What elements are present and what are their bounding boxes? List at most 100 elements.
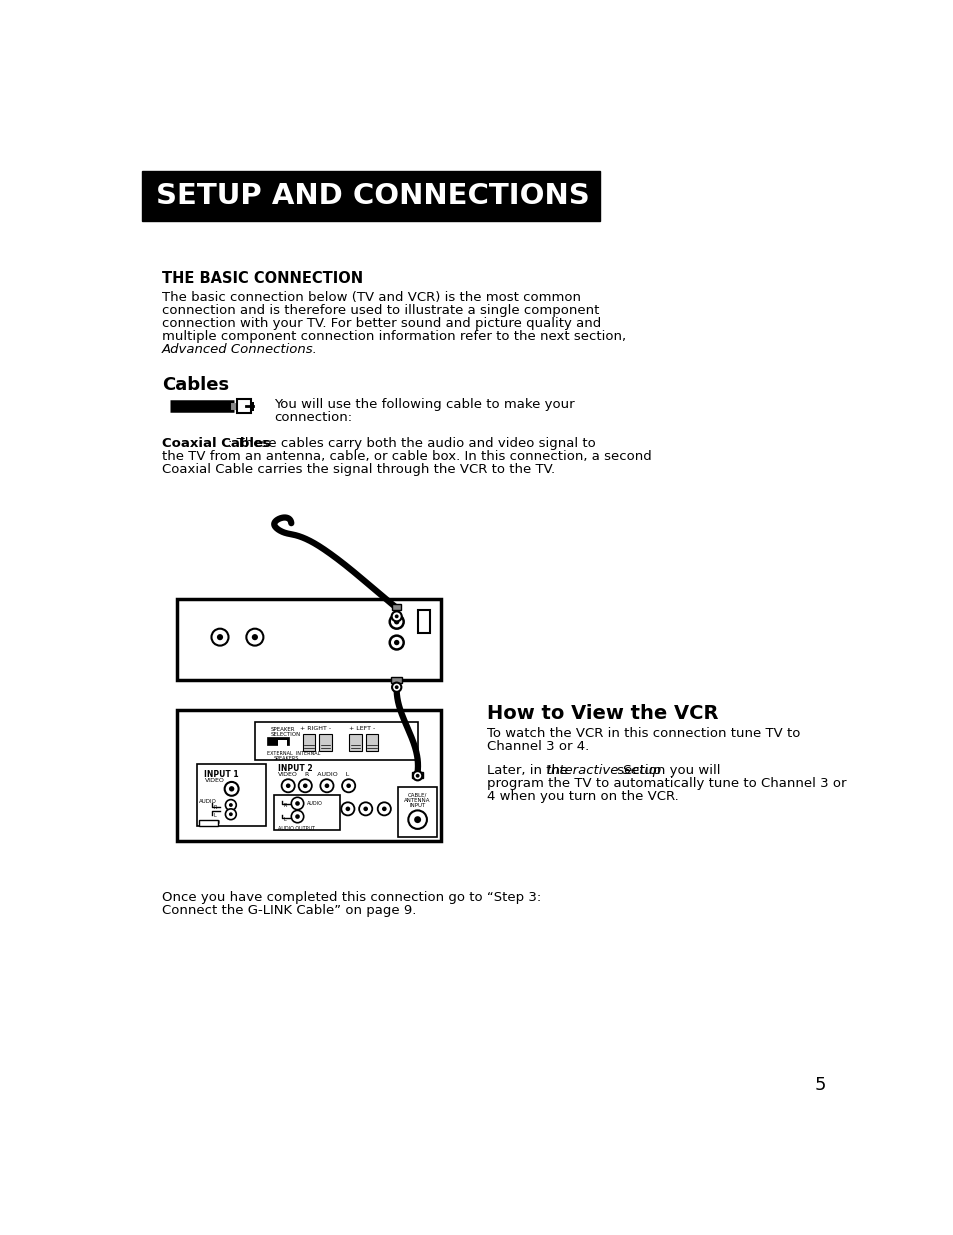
- Text: the TV from an antenna, cable, or cable box. In this connection, a second: the TV from an antenna, cable, or cable …: [162, 450, 651, 463]
- Circle shape: [416, 774, 419, 778]
- Text: INPUT 2: INPUT 2: [278, 764, 313, 773]
- Text: L: L: [283, 816, 286, 821]
- Text: AUDIO OUTPUT: AUDIO OUTPUT: [278, 826, 314, 831]
- Circle shape: [345, 806, 350, 811]
- Bar: [412, 772, 422, 778]
- Circle shape: [390, 615, 403, 629]
- Text: multiple component connection information refer to the next section,: multiple component connection informatio…: [162, 330, 625, 343]
- Text: Coaxial Cables: Coaxial Cables: [162, 437, 271, 450]
- Text: connection and is therefore used to illustrate a single component: connection and is therefore used to illu…: [162, 304, 598, 316]
- Circle shape: [381, 806, 386, 811]
- Bar: [142, 172, 599, 221]
- Bar: [267, 737, 289, 745]
- Bar: [177, 599, 440, 679]
- Circle shape: [225, 809, 236, 820]
- Text: connection:: connection:: [274, 411, 352, 424]
- Text: connection with your TV. For better sound and picture quality and: connection with your TV. For better soun…: [162, 317, 600, 330]
- Circle shape: [229, 803, 233, 806]
- Bar: [392, 604, 401, 610]
- Circle shape: [394, 640, 399, 645]
- Text: Later, in the: Later, in the: [487, 764, 572, 777]
- Circle shape: [229, 813, 233, 816]
- Circle shape: [291, 798, 303, 810]
- Circle shape: [229, 787, 234, 792]
- Text: SELECTION: SELECTION: [270, 732, 300, 737]
- Text: + RIGHT -: + RIGHT -: [299, 726, 331, 731]
- Circle shape: [392, 683, 401, 692]
- Bar: [319, 734, 332, 751]
- Text: You will use the following cable to make your: You will use the following cable to make…: [274, 398, 575, 411]
- Text: ANTENNA: ANTENNA: [404, 798, 431, 803]
- Text: Interactive Setup: Interactive Setup: [547, 764, 660, 777]
- Text: AUDIO: AUDIO: [307, 802, 322, 806]
- Circle shape: [320, 779, 334, 793]
- Text: R    AUDIO    L: R AUDIO L: [305, 772, 349, 777]
- Circle shape: [294, 802, 299, 805]
- Circle shape: [212, 629, 229, 646]
- Bar: [199, 820, 218, 826]
- Circle shape: [363, 806, 368, 811]
- Bar: [365, 734, 377, 751]
- Text: Cables: Cables: [162, 377, 229, 394]
- Text: SPEAKERS: SPEAKERS: [274, 757, 298, 762]
- Circle shape: [303, 783, 307, 788]
- Text: AUDIO: AUDIO: [199, 799, 216, 804]
- Text: VIDEO: VIDEO: [204, 778, 224, 783]
- Text: + LEFT -: + LEFT -: [349, 726, 375, 731]
- Text: THE BASIC CONNECTION: THE BASIC CONNECTION: [162, 272, 363, 287]
- Text: INPUT 1: INPUT 1: [204, 771, 239, 779]
- Circle shape: [324, 783, 329, 788]
- Text: INPUT: INPUT: [409, 804, 425, 809]
- Circle shape: [414, 816, 420, 823]
- Text: To watch the VCR in this connection tune TV to: To watch the VCR in this connection tune…: [487, 727, 800, 740]
- Text: SPEAKER: SPEAKER: [270, 727, 294, 732]
- Text: L: L: [213, 814, 216, 819]
- Bar: [254, 721, 417, 761]
- Circle shape: [413, 771, 422, 781]
- Circle shape: [216, 634, 223, 640]
- Bar: [196, 764, 266, 826]
- Bar: [177, 710, 440, 841]
- Circle shape: [294, 814, 299, 819]
- Circle shape: [358, 803, 372, 815]
- Text: R: R: [213, 805, 217, 810]
- Circle shape: [246, 629, 263, 646]
- Bar: [397, 787, 436, 837]
- Bar: [391, 677, 402, 683]
- Bar: [274, 795, 340, 830]
- Circle shape: [298, 779, 312, 793]
- Circle shape: [346, 783, 351, 788]
- Bar: [417, 610, 430, 634]
- Text: program the TV to automatically tune to Channel 3 or: program the TV to automatically tune to …: [487, 777, 846, 790]
- Text: CABLE/: CABLE/: [408, 793, 427, 798]
- Text: 4 when you turn on the VCR.: 4 when you turn on the VCR.: [487, 790, 679, 804]
- Text: S-VIDEO: S-VIDEO: [199, 820, 221, 825]
- Circle shape: [341, 803, 355, 815]
- Text: Coaxial Cable carries the signal through the VCR to the TV.: Coaxial Cable carries the signal through…: [162, 463, 555, 477]
- Text: EXTERNAL  INTERNAL: EXTERNAL INTERNAL: [267, 751, 320, 756]
- Text: section you will: section you will: [613, 764, 720, 777]
- Circle shape: [377, 803, 391, 815]
- Circle shape: [252, 634, 257, 640]
- Text: SETUP AND CONNECTIONS: SETUP AND CONNECTIONS: [156, 183, 590, 210]
- Circle shape: [291, 810, 303, 823]
- Bar: [303, 734, 315, 751]
- Circle shape: [342, 779, 355, 793]
- Bar: [251, 401, 253, 411]
- Bar: [278, 740, 287, 746]
- Bar: [349, 734, 361, 751]
- Circle shape: [390, 636, 403, 650]
- Text: How to View the VCR: How to View the VCR: [487, 704, 719, 724]
- Circle shape: [286, 783, 291, 788]
- Circle shape: [281, 779, 294, 793]
- Circle shape: [224, 782, 238, 795]
- Circle shape: [395, 685, 398, 689]
- Circle shape: [394, 619, 399, 625]
- Text: R: R: [283, 803, 287, 808]
- Text: The basic connection below (TV and VCR) is the most common: The basic connection below (TV and VCR) …: [162, 290, 580, 304]
- Text: : These cables carry both the audio and video signal to: : These cables carry both the audio and …: [227, 437, 595, 450]
- Circle shape: [408, 810, 427, 829]
- Circle shape: [395, 615, 398, 619]
- Bar: [236, 399, 251, 412]
- Text: VIDEO: VIDEO: [278, 772, 297, 777]
